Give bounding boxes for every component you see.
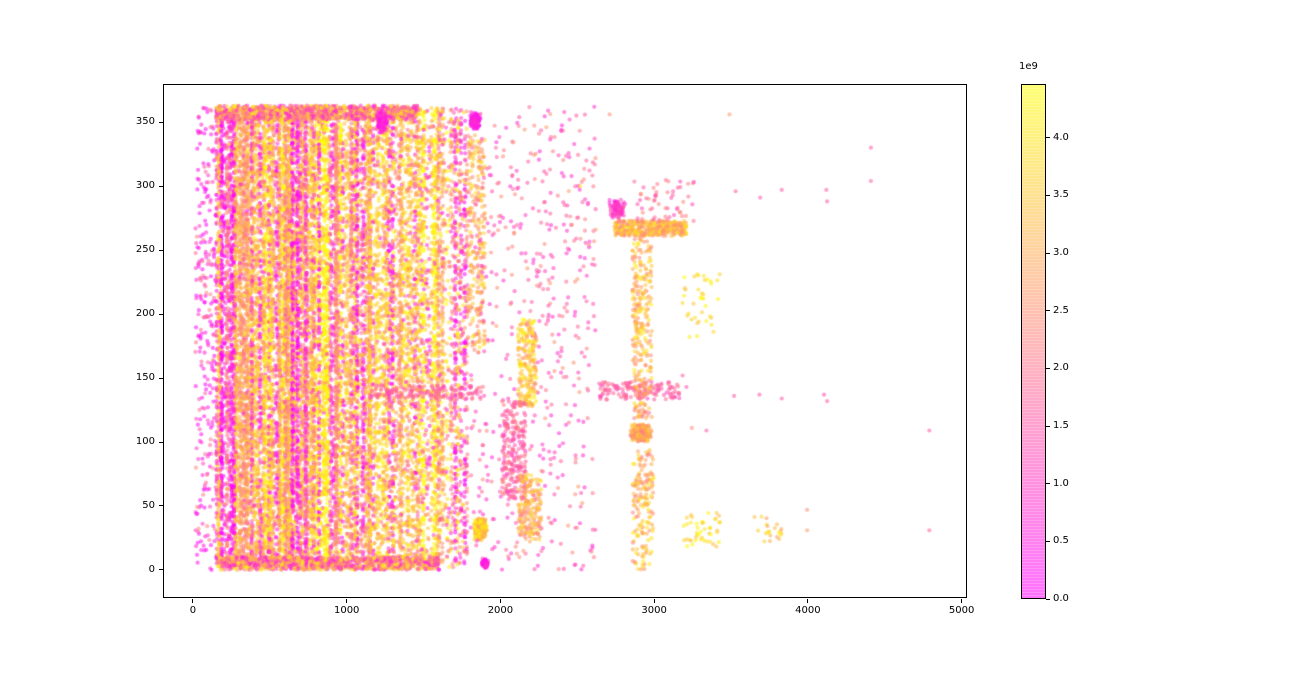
- y-tick-label: 0: [148, 563, 155, 575]
- x-tick-label: 2000: [487, 605, 514, 616]
- colorbar-tick-mark: [1046, 425, 1050, 427]
- colorbar-tick-label: 1.5: [1053, 420, 1069, 432]
- colorbar-tick-label: 3.5: [1053, 189, 1069, 201]
- colorbar-tick-mark: [1046, 137, 1050, 139]
- colorbar-tick-mark: [1046, 540, 1050, 542]
- y-tick-mark: [159, 441, 163, 443]
- colorbar-tick-mark: [1046, 194, 1050, 196]
- y-tick-label: 50: [142, 499, 155, 511]
- x-tick-label: 5000: [948, 605, 975, 616]
- colorbar-tick-label: 0.5: [1053, 535, 1069, 547]
- colorbar-tick-label: 4.0: [1053, 131, 1069, 143]
- colorbar-tick-mark: [1046, 367, 1050, 369]
- x-tick-mark: [192, 599, 194, 603]
- x-tick-label: 1000: [333, 605, 360, 616]
- scatter-plot-canvas: [163, 84, 967, 598]
- y-tick-mark: [159, 313, 163, 315]
- colorbar-tick-mark: [1046, 598, 1050, 600]
- x-tick-mark: [499, 599, 501, 603]
- colorbar: [1021, 84, 1046, 599]
- y-tick-label: 100: [135, 436, 155, 448]
- y-tick-label: 250: [135, 244, 155, 256]
- x-tick-label: 4000: [795, 605, 821, 616]
- colorbar-tick-label: 0.0: [1053, 593, 1069, 604]
- y-tick-mark: [159, 569, 163, 571]
- colorbar-tick-label: 3.0: [1053, 247, 1069, 259]
- x-tick-mark: [653, 599, 655, 603]
- colorbar-tick-label: 2.0: [1053, 362, 1069, 374]
- y-tick-mark: [159, 121, 163, 123]
- colorbar-tick-mark: [1046, 310, 1050, 312]
- x-tick-label: 0: [189, 605, 197, 616]
- colorbar-offset-label: 1e9: [1019, 61, 1038, 72]
- x-tick-mark: [807, 599, 809, 603]
- y-tick-label: 300: [135, 180, 155, 192]
- y-tick-mark: [159, 377, 163, 379]
- x-tick-mark: [961, 599, 963, 603]
- x-tick-mark: [346, 599, 348, 603]
- colorbar-tick-label: 2.5: [1053, 304, 1069, 316]
- y-tick-label: 200: [135, 308, 155, 320]
- y-tick-mark: [159, 249, 163, 251]
- colorbar-tick-mark: [1046, 252, 1050, 254]
- y-tick-mark: [159, 505, 163, 507]
- y-tick-label: 350: [135, 116, 155, 128]
- x-tick-label: 3000: [641, 605, 667, 616]
- colorbar-gradient: [1022, 85, 1045, 598]
- y-tick-label: 150: [135, 372, 155, 384]
- y-tick-mark: [159, 185, 163, 187]
- colorbar-tick-label: 1.0: [1053, 477, 1069, 489]
- colorbar-tick-mark: [1046, 483, 1050, 485]
